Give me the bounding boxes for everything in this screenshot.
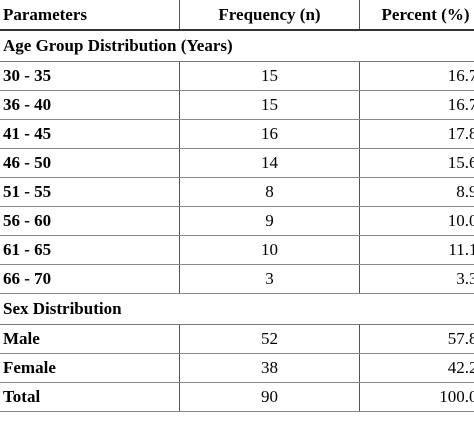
- table-row: 46 - 50 14 15.6: [0, 148, 474, 178]
- table-header: Parameters Frequency (n) Percent (%): [0, 0, 474, 31]
- table-row: 61 - 65 10 11.1: [0, 235, 474, 265]
- row-label: 41 - 45: [0, 119, 180, 149]
- row-label: 51 - 55: [0, 177, 180, 207]
- row-percent: 11.1: [359, 235, 474, 265]
- row-frequency: 10: [179, 235, 360, 265]
- table-row: 30 - 35 15 16.7: [0, 61, 474, 91]
- row-frequency: 15: [179, 90, 360, 120]
- header-row: Parameters Frequency (n) Percent (%): [0, 0, 474, 31]
- row-percent: 42.2: [359, 353, 474, 383]
- section-row-sex: Sex Distribution: [0, 293, 474, 325]
- row-percent: 17.8: [359, 119, 474, 149]
- row-frequency: 9: [179, 206, 360, 236]
- row-frequency: 3: [179, 264, 360, 294]
- table-row: 41 - 45 16 17.8: [0, 119, 474, 149]
- row-percent: 16.7: [359, 61, 474, 91]
- row-label: 61 - 65: [0, 235, 180, 265]
- demographics-table: Parameters Frequency (n) Percent (%) Age…: [0, 0, 474, 412]
- row-frequency: 8: [179, 177, 360, 207]
- total-frequency: 90: [179, 382, 360, 412]
- row-percent: 8.9: [359, 177, 474, 207]
- row-label: Male: [0, 324, 180, 354]
- row-percent: 3.3: [359, 264, 474, 294]
- row-percent: 16.7: [359, 90, 474, 120]
- table-row: 51 - 55 8 8.9: [0, 177, 474, 207]
- section-title: Age Group Distribution (Years): [0, 29, 474, 62]
- row-frequency: 52: [179, 324, 360, 354]
- row-frequency: 38: [179, 353, 360, 383]
- header-parameters: Parameters: [0, 0, 180, 31]
- row-label: 66 - 70: [0, 264, 180, 294]
- table-body: Age Group Distribution (Years) 30 - 35 1…: [0, 29, 474, 412]
- row-percent: 57.8: [359, 324, 474, 354]
- row-label: 30 - 35: [0, 61, 180, 91]
- row-label: Female: [0, 353, 180, 383]
- row-percent: 15.6: [359, 148, 474, 178]
- header-frequency: Frequency (n): [179, 0, 360, 31]
- table-row: Female 38 42.2: [0, 353, 474, 383]
- row-frequency: 15: [179, 61, 360, 91]
- total-label: Total: [0, 382, 180, 412]
- header-percent: Percent (%): [359, 0, 474, 31]
- table-row: 36 - 40 15 16.7: [0, 90, 474, 120]
- total-row: Total 90 100.0: [0, 382, 474, 412]
- section-title: Sex Distribution: [0, 293, 474, 325]
- total-percent: 100.0: [359, 382, 474, 412]
- table-row: Male 52 57.8: [0, 324, 474, 354]
- row-percent: 10.0: [359, 206, 474, 236]
- row-label: 46 - 50: [0, 148, 180, 178]
- row-label: 56 - 60: [0, 206, 180, 236]
- row-frequency: 16: [179, 119, 360, 149]
- row-label: 36 - 40: [0, 90, 180, 120]
- table-row: 56 - 60 9 10.0: [0, 206, 474, 236]
- section-row-age-group: Age Group Distribution (Years): [0, 29, 474, 62]
- table-row: 66 - 70 3 3.3: [0, 264, 474, 294]
- row-frequency: 14: [179, 148, 360, 178]
